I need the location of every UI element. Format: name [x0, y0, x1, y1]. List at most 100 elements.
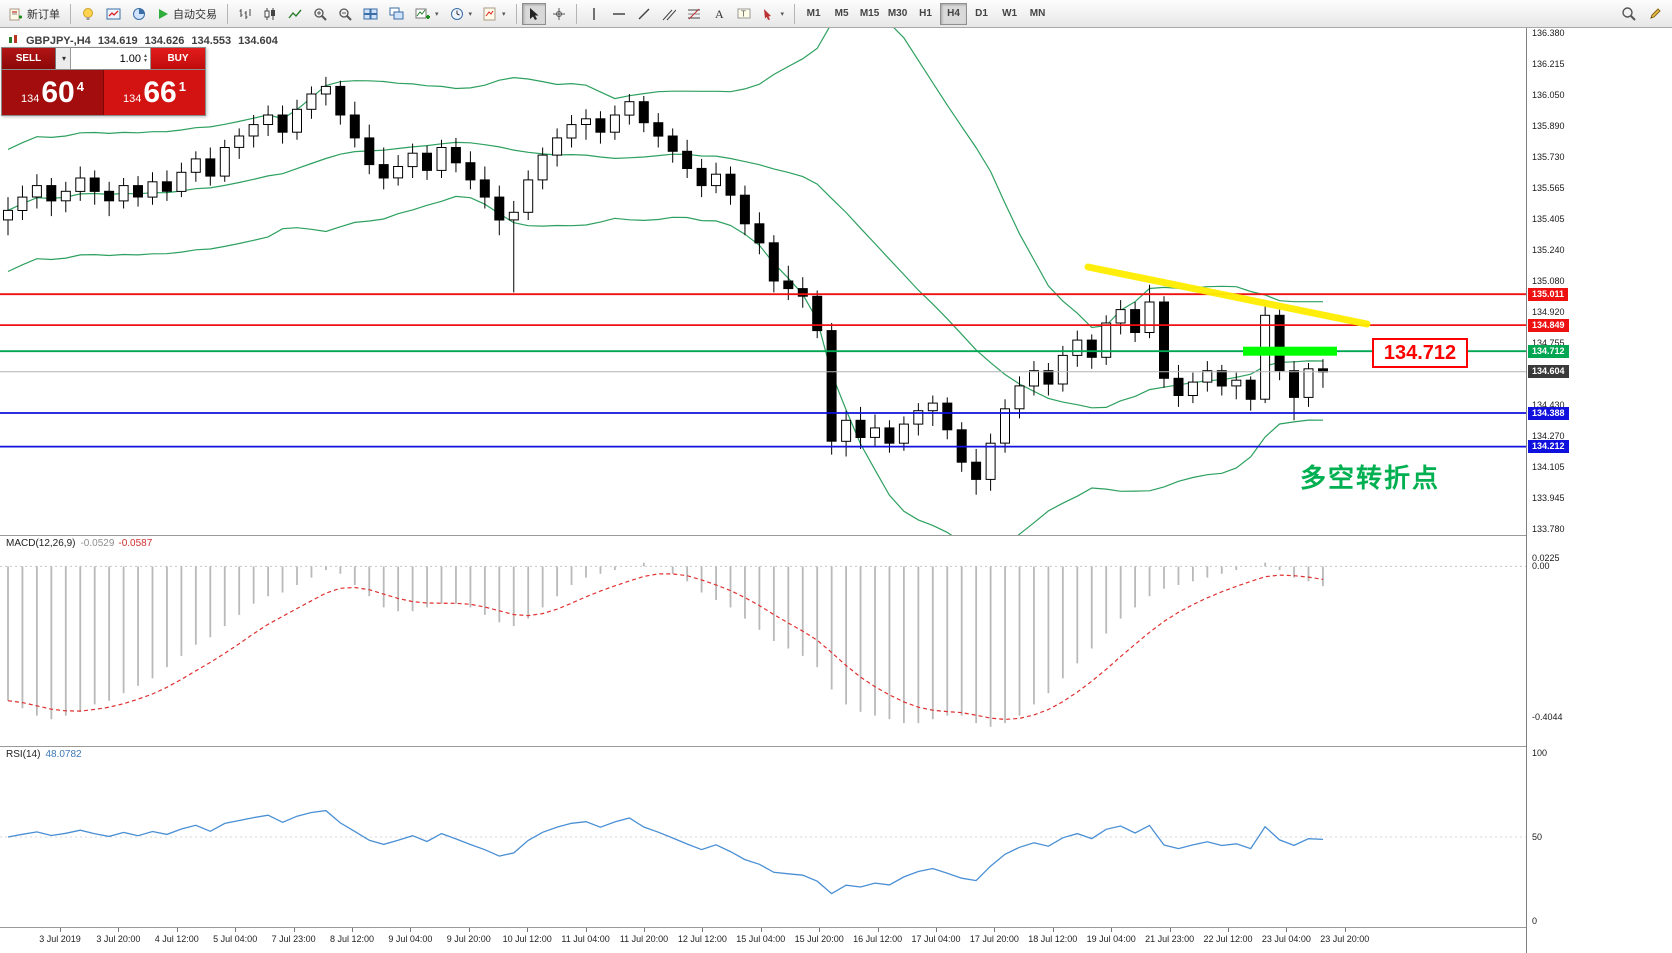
price-label: 134.755: [1532, 338, 1565, 348]
new-chart-button[interactable]: [101, 3, 126, 25]
rsi-panel[interactable]: RSI(14) 48.0782: [0, 747, 1526, 927]
lightbulb-button[interactable]: [76, 3, 100, 25]
time-tick: [60, 928, 61, 932]
spin-down-icon[interactable]: ▾: [143, 57, 147, 64]
time-tick: [176, 928, 178, 932]
time-label: 18 Jul 12:00: [1028, 934, 1078, 944]
macd-label: MACD(12,26,9) -0.0529 -0.0587: [6, 538, 152, 549]
channel-button[interactable]: [657, 3, 681, 25]
lot-spinner[interactable]: ▴ ▾: [143, 52, 147, 64]
fibonacci-icon: [687, 7, 701, 21]
cascade-windows-icon: [389, 7, 404, 21]
time-label: 12 Jul 12:00: [677, 934, 727, 944]
time-label: 17 Jul 04:00: [911, 934, 961, 944]
time-tick: [702, 928, 704, 932]
time-label: 19 Jul 04:00: [1086, 934, 1136, 944]
zoom-in-button[interactable]: [308, 3, 332, 25]
autotrading-button[interactable]: 自动交易: [152, 3, 222, 25]
price-label: 135.405: [1532, 214, 1565, 224]
arrows-button[interactable]: ▾: [757, 3, 790, 25]
yellow-trendline[interactable]: [1084, 263, 1371, 328]
timeframe-m30-button[interactable]: M30: [884, 3, 911, 25]
price-callout[interactable]: 134.712: [1372, 338, 1468, 368]
candlestick-chart-icon: [263, 7, 277, 21]
turning-point-note[interactable]: 多空转折点: [1300, 463, 1441, 493]
time-axis[interactable]: 3 Jul 2019 3 Jul 20:00 4 Jul 12:00 5 Jul 04…: [0, 928, 1526, 953]
panel-separator[interactable]: [0, 927, 1672, 928]
macd-panel[interactable]: MACD(12,26,9) -0.0529 -0.0587: [0, 536, 1526, 746]
panel-separator[interactable]: [0, 746, 1672, 747]
spin-up-icon[interactable]: ▴: [143, 52, 147, 59]
macd-histogram: [7, 562, 1324, 727]
trendline-button[interactable]: [632, 3, 656, 25]
price-badge-134.212: 134.212: [1528, 440, 1569, 454]
main-chart-canvas[interactable]: [0, 28, 1526, 535]
timeframe-w1-button[interactable]: W1: [996, 3, 1023, 25]
toolbar-separator: [70, 3, 71, 24]
search-button[interactable]: [1616, 3, 1641, 25]
crosshair-button[interactable]: [547, 3, 571, 25]
time-label: 17 Jul 20:00: [969, 934, 1019, 944]
horizontal-line-button[interactable]: [607, 3, 631, 25]
chart-area[interactable]: GBPJPY-,H4 134.619 134.626 134.553 134.6…: [0, 28, 1526, 535]
profiles-button[interactable]: [127, 3, 151, 25]
timeframe-group: M1 M5 M15 M30 H1 H4 D1 W1 MN: [800, 2, 1051, 25]
text-label-button[interactable]: T: [732, 3, 756, 25]
rsi-label: RSI(14) 48.0782: [6, 749, 82, 760]
templates-button[interactable]: ▾: [478, 3, 511, 25]
highlight-zone[interactable]: [1243, 346, 1337, 356]
timeframe-m5-button[interactable]: M5: [828, 3, 855, 25]
timeframe-m1-button[interactable]: M1: [800, 3, 827, 25]
svg-text:A: A: [715, 7, 724, 20]
cursor-button[interactable]: [521, 2, 546, 25]
sell-price-panel[interactable]: 134 60 4: [2, 70, 104, 115]
timeframe-mn-button[interactable]: MN: [1024, 3, 1051, 25]
tile-windows-icon: [363, 7, 378, 21]
zoom-out-button[interactable]: [333, 3, 357, 25]
lot-size-input[interactable]: 1.00 ▴ ▾: [71, 48, 151, 69]
quick-edit-button[interactable]: [1643, 3, 1668, 25]
vertical-line-icon: [588, 7, 600, 21]
candlestick-chart-button[interactable]: [258, 3, 282, 25]
timeframe-h4-button[interactable]: H4: [940, 2, 968, 25]
time-label: 23 Jul 04:00: [1261, 934, 1311, 944]
cursor-icon: [527, 7, 540, 21]
vertical-line-button[interactable]: [582, 3, 606, 25]
periods-button[interactable]: ▾: [445, 3, 478, 25]
time-tick: [468, 928, 470, 932]
profiles-icon: [132, 7, 146, 21]
macd-canvas[interactable]: [0, 536, 1526, 746]
cascade-windows-button[interactable]: [384, 3, 409, 25]
chart-header: GBPJPY-,H4 134.619 134.626 134.553 134.6…: [8, 34, 280, 48]
order-type-dropdown[interactable]: ▾: [56, 48, 71, 69]
rsi-canvas[interactable]: [0, 747, 1526, 927]
tile-windows-button[interactable]: [358, 3, 383, 25]
indicators-button[interactable]: ▾: [410, 3, 444, 25]
fibonacci-button[interactable]: [682, 3, 706, 25]
price-axis[interactable]: 136.380 136.215 136.050 135.890 135.730 135.5…: [1526, 28, 1672, 953]
order-ticket-icon: [9, 7, 23, 21]
sell-button[interactable]: SELL: [2, 48, 56, 69]
buy-price-panel[interactable]: 134 66 1: [104, 70, 205, 115]
text-button[interactable]: A: [707, 3, 731, 25]
macd-value-main: -0.0529: [80, 538, 115, 549]
line-chart-button[interactable]: [283, 3, 307, 25]
timeframe-h1-button[interactable]: H1: [912, 3, 939, 25]
timeframe-m15-button[interactable]: M15: [856, 3, 883, 25]
price-label: 134.270: [1532, 431, 1565, 441]
macd-name: MACD(12,26,9): [6, 538, 76, 549]
sell-price-pips: 60: [41, 75, 75, 109]
buy-button[interactable]: BUY: [151, 48, 205, 69]
time-tick: [1286, 928, 1288, 932]
caret-down-icon: ▾: [435, 10, 439, 18]
bar-chart-button[interactable]: [233, 3, 257, 25]
time-label: 21 Jul 23:00: [1145, 934, 1195, 944]
toolbar-separator: [794, 3, 796, 24]
lightbulb-icon: [81, 7, 95, 21]
panel-separator[interactable]: [0, 535, 1672, 536]
time-label: 7 Jul 23:00: [271, 934, 316, 944]
new-order-button[interactable]: 新订单: [4, 3, 65, 25]
timeframe-d1-button[interactable]: D1: [968, 3, 995, 25]
price-badge-135.011: 135.011: [1528, 287, 1569, 301]
rsi-value: 48.0782: [45, 749, 82, 760]
